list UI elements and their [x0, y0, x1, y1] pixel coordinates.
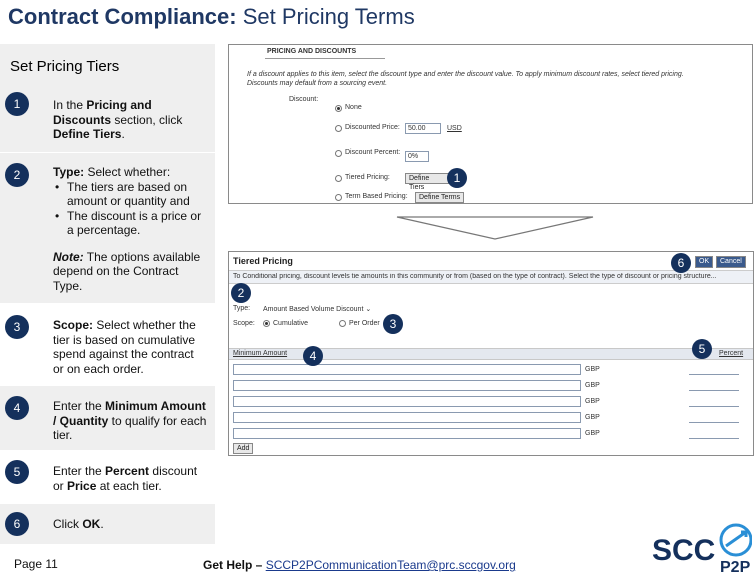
step-text: Scope: Select whether the tier is based … — [53, 318, 196, 376]
radio-label: Per Order — [349, 320, 380, 327]
step-number: 2 — [5, 163, 29, 187]
percent-input[interactable] — [689, 412, 739, 423]
step-3: 3 Scope: Select whether the tier is base… — [0, 305, 215, 385]
col-minimum-amount: Minimum Amount — [233, 350, 288, 357]
define-tiers-button[interactable]: Define Tiers — [405, 173, 449, 191]
amount-input[interactable] — [233, 412, 581, 423]
help-footer: Get Help – SCCP2PCommunicationTeam@prc.s… — [203, 558, 516, 572]
amount-input[interactable] — [233, 364, 581, 375]
amount-input[interactable] — [233, 380, 581, 391]
info-bar — [229, 270, 753, 284]
note: Note: The options available depend on th… — [53, 249, 201, 293]
cancel-button[interactable]: Cancel — [716, 256, 746, 268]
currency-label: GBP — [585, 430, 600, 437]
radio-per-order[interactable] — [339, 320, 346, 327]
step-text: Enter the Minimum Amount / Quantity to q… — [53, 399, 207, 442]
page-number: Page 11 — [14, 557, 58, 571]
step-number: 6 — [5, 512, 29, 536]
discount-label: Discount: — [289, 96, 319, 103]
radio-label: Discount Percent: — [345, 149, 401, 156]
type-select[interactable]: Amount Based Volume Discount ⌄ — [263, 306, 372, 313]
step-number: 4 — [5, 396, 29, 420]
callout-5: 5 — [692, 339, 712, 359]
col-percent: Percent — [719, 350, 744, 357]
price-input[interactable]: 50.00 — [405, 123, 441, 134]
pricing-discounts-screenshot: PRICING AND DISCOUNTS If a discount appl… — [228, 44, 753, 204]
instruction-text: Discounts may default from a sourcing ev… — [247, 80, 388, 87]
callout-2: 2 — [231, 283, 251, 303]
help-email-link[interactable]: SCCP2PCommunicationTeam@prc.sccgov.org — [265, 558, 516, 572]
scope-label: Scope: — [233, 320, 255, 327]
step-text: Click OK. — [53, 517, 104, 531]
callout-1: 1 — [447, 168, 467, 188]
down-arrow-icon — [396, 216, 594, 240]
radio-label: Term Based Pricing: — [345, 193, 408, 200]
logo-text-scc: SCC — [652, 534, 715, 567]
radio-none[interactable] — [335, 105, 342, 112]
type-label: Type: — [233, 305, 251, 312]
currency-label: GBP — [585, 414, 600, 421]
step-1: 1 In the Pricing and Discounts section, … — [0, 88, 215, 152]
step-text: Enter the Percent discount or Price at e… — [53, 464, 198, 493]
tiered-pricing-screenshot: Tiered Pricing OK Cancel To Conditional … — [228, 251, 754, 456]
table-header — [229, 348, 753, 360]
logo-text-p2p: P2P — [720, 559, 751, 574]
radio-tiered-pricing[interactable] — [335, 175, 342, 182]
add-button[interactable]: Add — [233, 443, 254, 454]
chevron-down-icon: ⌄ — [365, 306, 372, 313]
step-number: 5 — [5, 460, 29, 484]
step-text: Type: Select whether: The tiers are base… — [53, 165, 207, 293]
tiered-pricing-header: Tiered Pricing — [233, 256, 293, 266]
amount-input[interactable] — [233, 428, 581, 439]
instruction-text: If a discount applies to this item, sele… — [247, 71, 684, 78]
define-terms-button[interactable]: Define Terms — [415, 192, 465, 203]
amount-input[interactable] — [233, 396, 581, 407]
section-heading: PRICING AND DISCOUNTS — [267, 48, 357, 55]
percent-input[interactable] — [689, 396, 739, 407]
radio-term-based[interactable] — [335, 194, 342, 201]
ok-button[interactable]: OK — [695, 256, 713, 268]
percent-input[interactable] — [689, 364, 739, 375]
radio-discounted-price[interactable] — [335, 125, 342, 132]
currency-label: GBP — [585, 366, 600, 373]
callout-4: 4 — [303, 346, 323, 366]
bullet-item: The discount is a price or a percentage. — [55, 209, 207, 238]
step-number: 3 — [5, 315, 29, 339]
divider — [265, 58, 385, 59]
radio-discount-percent[interactable] — [335, 150, 342, 157]
scc-p2p-logo: SCC P2P — [652, 523, 752, 574]
radio-cumulative[interactable] — [263, 320, 270, 327]
instructions-panel: Set Pricing Tiers — [0, 44, 215, 88]
radio-label: Discounted Price: — [345, 124, 400, 131]
currency-label: GBP — [585, 382, 600, 389]
step-number: 1 — [5, 92, 29, 116]
step-5: 5 Enter the Percent discount or Price at… — [0, 452, 215, 502]
info-text: To Conditional pricing, discount levels … — [233, 273, 717, 280]
percent-input[interactable]: 0% — [405, 151, 429, 162]
currency-link[interactable]: USD — [447, 125, 462, 132]
step-6: 6 Click OK. — [0, 504, 215, 544]
radio-label: None — [345, 104, 362, 111]
currency-label: GBP — [585, 398, 600, 405]
page-title: Contract Compliance: Set Pricing Terms — [8, 4, 415, 29]
radio-label: Tiered Pricing: — [345, 174, 390, 181]
radio-label: Cumulative — [273, 320, 309, 327]
step-2: 2 Type: Select whether: The tiers are ba… — [0, 153, 215, 303]
step-text: In the Pricing and Discounts section, cl… — [53, 98, 183, 141]
bullet-item: The tiers are based on amount or quantit… — [55, 180, 207, 209]
callout-6: 6 — [671, 253, 691, 273]
callout-3: 3 — [383, 314, 403, 334]
percent-input[interactable] — [689, 428, 739, 439]
percent-input[interactable] — [689, 380, 739, 391]
panel-heading: Set Pricing Tiers — [0, 44, 215, 88]
step-4: 4 Enter the Minimum Amount / Quantity to… — [0, 386, 215, 450]
